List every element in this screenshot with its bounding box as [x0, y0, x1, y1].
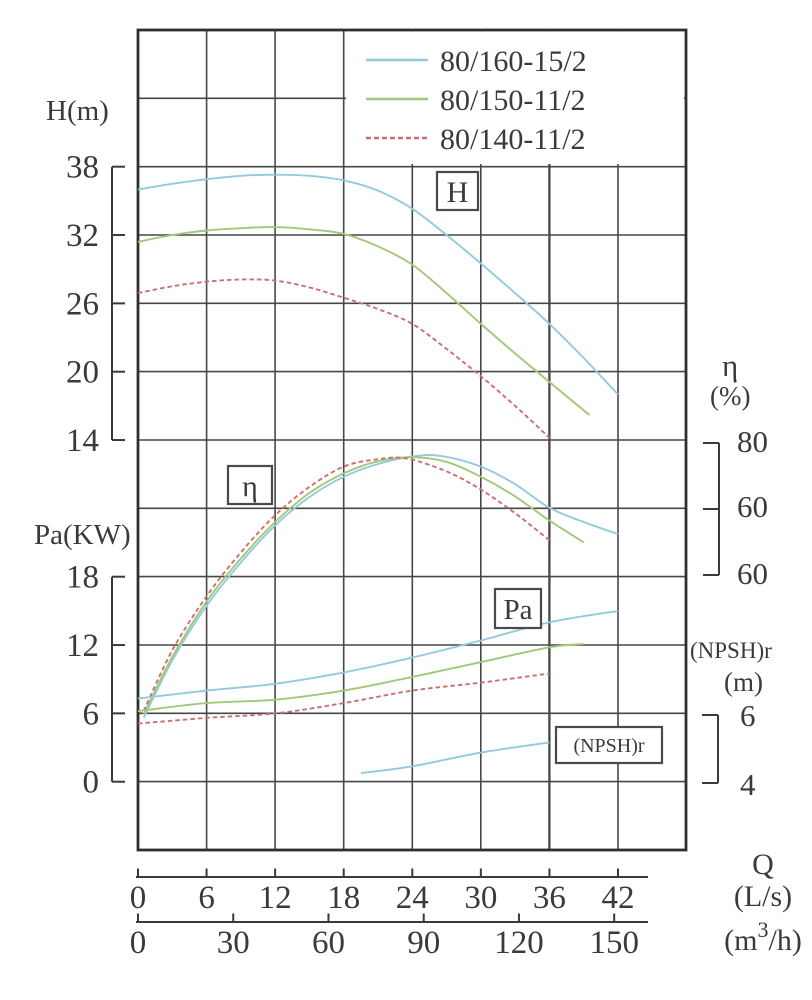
curve-label-NPSH: (NPSH)r	[573, 735, 644, 757]
q-m3h-tick-label: 0	[130, 925, 147, 961]
q-ls-tick-label: 0	[130, 880, 147, 916]
curve-label-box-H	[435, 170, 480, 212]
pa-curve-80/140-11/2	[137, 672, 550, 725]
npsh-curve-80/160-15/2	[360, 741, 550, 775]
npsh-axis-unit: (m)	[724, 667, 763, 697]
h-curve-80/150-11/2	[137, 226, 591, 416]
eta-axis-tick-label: 60	[737, 489, 768, 524]
q-ls-tick-label: 24	[396, 880, 429, 916]
curve-label-box-Pa	[493, 587, 543, 630]
q-ls-tick-label: 12	[259, 880, 292, 916]
h-axis-tick-label: 20	[66, 355, 99, 391]
npsh-axis-title: (NPSH)r	[690, 638, 772, 663]
plot-frame	[136, 28, 688, 852]
q-m3h-tick-label: 60	[312, 925, 345, 961]
curve-label-box-eta	[226, 464, 274, 506]
pa-axis-tick-label: 6	[83, 696, 100, 732]
npsh-axis-tick-label: 4	[740, 767, 756, 802]
eta-axis-unit: (%)	[710, 381, 750, 411]
eta-curve-80/150-11/2	[142, 456, 585, 715]
eta-axis-tick-label: 60	[737, 556, 768, 591]
q-ls-tick-label: 30	[464, 880, 497, 916]
q-m3h-unit: (m3/h)	[724, 917, 802, 957]
q-ls-tick-label: 18	[327, 880, 360, 916]
pa-axis-title: Pa(KW)	[34, 519, 131, 551]
pa-curve-80/160-15/2	[137, 609, 619, 700]
npsh-axis-tick-label: 6	[740, 698, 756, 733]
h-axis-tick-label: 38	[66, 150, 99, 186]
eta-axis-title: η	[722, 348, 738, 383]
q-m3h-tick-label: 30	[217, 925, 250, 961]
q-m3h-tick-label: 90	[407, 925, 440, 961]
q-ls-unit: (L/s)	[734, 880, 792, 913]
legend-label: 80/150-11/2	[440, 84, 586, 117]
h-axis-title: H(m)	[46, 95, 109, 127]
eta-curve-80/140-11/2	[142, 456, 550, 712]
pa-axis-tick-label: 0	[83, 765, 100, 801]
h-axis-tick-label: 26	[66, 286, 99, 322]
eta-curve-80/160-15/2	[142, 454, 619, 719]
q-ls-tick-label: 6	[198, 880, 215, 916]
h-curve-80/160-15/2	[137, 173, 619, 396]
h-curve-80/140-11/2	[137, 278, 551, 439]
eta-axis-tick-label: 80	[737, 424, 768, 459]
curve-label-box-NPSH	[554, 725, 664, 765]
q-m3h-tick-label: 120	[494, 925, 544, 961]
curve-label-Pa: Pa	[504, 594, 533, 626]
h-axis-tick-label: 14	[66, 423, 99, 459]
legend-label: 80/160-15/2	[440, 45, 587, 78]
pa-axis-tick-label: 12	[66, 628, 99, 664]
curve-label-H: H	[447, 176, 469, 209]
pa-axis-tick-label: 18	[66, 560, 99, 596]
q-axis-title: Q	[752, 848, 774, 881]
q-m3h-tick-label: 150	[589, 925, 639, 961]
curve-label-eta: η	[242, 470, 258, 503]
h-axis-tick-label: 32	[66, 218, 99, 254]
pa-curve-80/150-11/2	[137, 642, 584, 713]
q-ls-tick-label: 42	[602, 880, 635, 916]
legend-label: 80/140-11/2	[440, 123, 586, 156]
q-ls-tick-label: 36	[533, 880, 566, 916]
